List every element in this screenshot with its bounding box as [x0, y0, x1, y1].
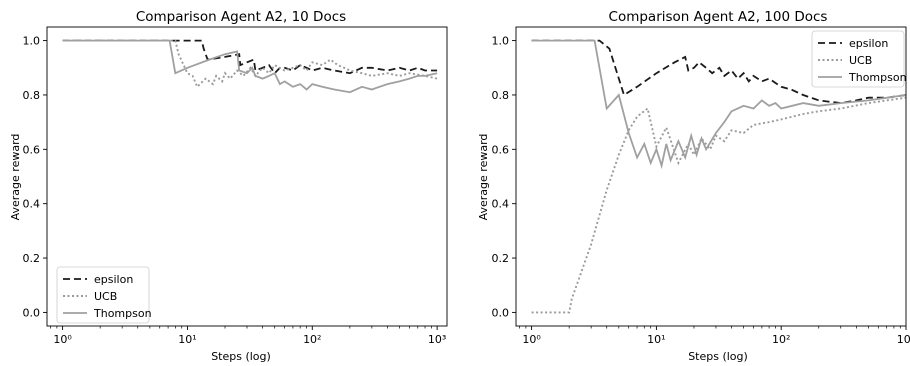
- y-tick-label: 0.6: [492, 143, 510, 156]
- legend-label: UCB: [849, 54, 872, 67]
- x-axis-label: Steps (log): [688, 350, 748, 363]
- y-axis-label: Average reward: [477, 134, 490, 221]
- chart-title: Comparison Agent A2, 100 Docs: [609, 9, 828, 25]
- x-tick-label: 10⁰: [522, 333, 541, 346]
- y-tick-label: 0.0: [23, 306, 41, 319]
- chart-title: Comparison Agent A2, 10 Docs: [136, 9, 346, 25]
- y-tick-label: 0.4: [23, 198, 41, 211]
- legend-label: UCB: [94, 290, 117, 303]
- y-tick-label: 0.2: [23, 252, 41, 265]
- series-line-ucb: [62, 39, 438, 89]
- y-tick-label: 0.2: [492, 252, 510, 265]
- y-tick-label: 0.4: [492, 198, 510, 211]
- y-tick-label: 1.0: [492, 35, 510, 48]
- y-tick-label: 0.8: [23, 89, 41, 102]
- y-tick-label: 0.0: [492, 306, 510, 319]
- y-tick-label: 1.0: [23, 35, 41, 48]
- legend-box: [811, 30, 905, 88]
- x-tick-label: 10³: [428, 333, 446, 346]
- series-line-thompson: [62, 39, 438, 94]
- legend: epsilon UCB Thompson: [56, 266, 152, 324]
- series-line-thompson: [531, 39, 906, 170]
- plot-area: 0.0 0.2 0.4 0.6 0.8 1.0 10⁰ 10¹ 10² 10³ epsilon UCB…: [492, 26, 910, 346]
- legend-label: Thompson: [93, 307, 152, 320]
- x-tick-label: 10²: [772, 333, 790, 346]
- x-tick-label: 10¹: [178, 333, 196, 346]
- x-tick-label: 10¹: [647, 333, 665, 346]
- x-tick-label: 10⁰: [53, 333, 72, 346]
- series-line-epsilon: [531, 39, 906, 105]
- y-tick-label: 0.6: [23, 143, 41, 156]
- x-axis-label: Steps (log): [211, 350, 271, 363]
- axes-frame: [515, 26, 907, 327]
- x-tick-label: 10²: [303, 333, 321, 346]
- legend-box: [56, 266, 150, 324]
- legend-label: Thompson: [848, 71, 907, 84]
- y-axis-label: Average reward: [9, 134, 22, 221]
- y-tick-label: 0.8: [492, 89, 510, 102]
- chart-panel-right: Comparison Agent A2, 100 Docs Average re…: [477, 9, 910, 363]
- legend-label: epsilon: [849, 37, 888, 50]
- plot-area: 0.0 0.2 0.4 0.6 0.8 1.0 10⁰ 10¹ 10² 10³ epsilon UCB…: [23, 26, 448, 346]
- x-tick-label: 10³: [897, 333, 910, 346]
- legend: epsilon UCB Thompson: [811, 30, 907, 88]
- legend-label: epsilon: [94, 273, 133, 286]
- chart-panel-left: Comparison Agent A2, 10 Docs Average rew…: [9, 9, 448, 363]
- series-line-ucb: [531, 96, 906, 314]
